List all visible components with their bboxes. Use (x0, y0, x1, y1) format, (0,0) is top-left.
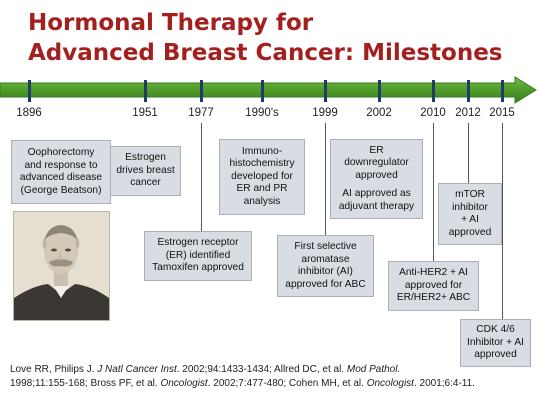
connector-2012 (468, 123, 469, 183)
george-beatson-portrait (13, 211, 110, 321)
year-1896: 1896 (16, 107, 42, 119)
title-line-2: Advanced Breast Cancer: Milestones (28, 40, 503, 66)
year-1990s: 1990's (245, 107, 279, 119)
references: Love RR, Philips J. J Natl Cancer Inst. … (10, 363, 535, 391)
year-1977: 1977 (188, 107, 214, 119)
connector-2010 (433, 123, 434, 261)
event-1999-box: First selective aromatase inhibitor (AI)… (277, 235, 374, 297)
year-2010: 2010 (420, 107, 446, 119)
year-2015: 2015 (489, 107, 515, 119)
tick-1896 (28, 80, 31, 102)
event-1951-box: Estrogen drives breast cancer (110, 146, 181, 196)
year-2012: 2012 (455, 107, 481, 119)
tick-2010 (432, 80, 435, 102)
event-2010-box: Anti-HER2 + AI approved for ER/HER2+ ABC (388, 261, 479, 311)
tick-2012 (467, 80, 470, 102)
reference-line-2: 1998;11:155-168; Bross PF, et al. Oncolo… (10, 378, 475, 389)
event-1990s-box: Immuno- histochemistry developed for ER … (219, 139, 305, 215)
tick-1977 (200, 80, 203, 102)
event-2015-box: CDK 4/6 Inhibitor + AI approved (460, 319, 531, 367)
event-2002-box: ER downregulator approved AI approved as… (330, 139, 423, 219)
year-2002: 2002 (366, 107, 392, 119)
tick-2015 (501, 80, 504, 102)
slide-title: Hormonal Therapy for Advanced Breast Can… (28, 8, 528, 68)
timeline-arrow (0, 76, 537, 104)
tick-1990s (261, 80, 264, 102)
reference-line-1: Love RR, Philips J. J Natl Cancer Inst. … (10, 364, 401, 375)
event-1977-box: Estrogen receptor (ER) identified Tamoxi… (144, 231, 252, 281)
event-1896-box: Oophorectomy and response to advanced di… (11, 140, 111, 204)
year-1999: 1999 (312, 107, 338, 119)
tick-1999 (324, 80, 327, 102)
tick-2002 (378, 80, 381, 102)
connector-2015 (502, 123, 503, 319)
connector-1999 (325, 123, 326, 235)
tick-1951 (144, 80, 147, 102)
year-1951: 1951 (132, 107, 158, 119)
event-2012-box: mTOR inhibitor + AI approved (438, 183, 502, 245)
connector-1977 (201, 123, 202, 231)
title-line-1: Hormonal Therapy for (28, 10, 314, 36)
